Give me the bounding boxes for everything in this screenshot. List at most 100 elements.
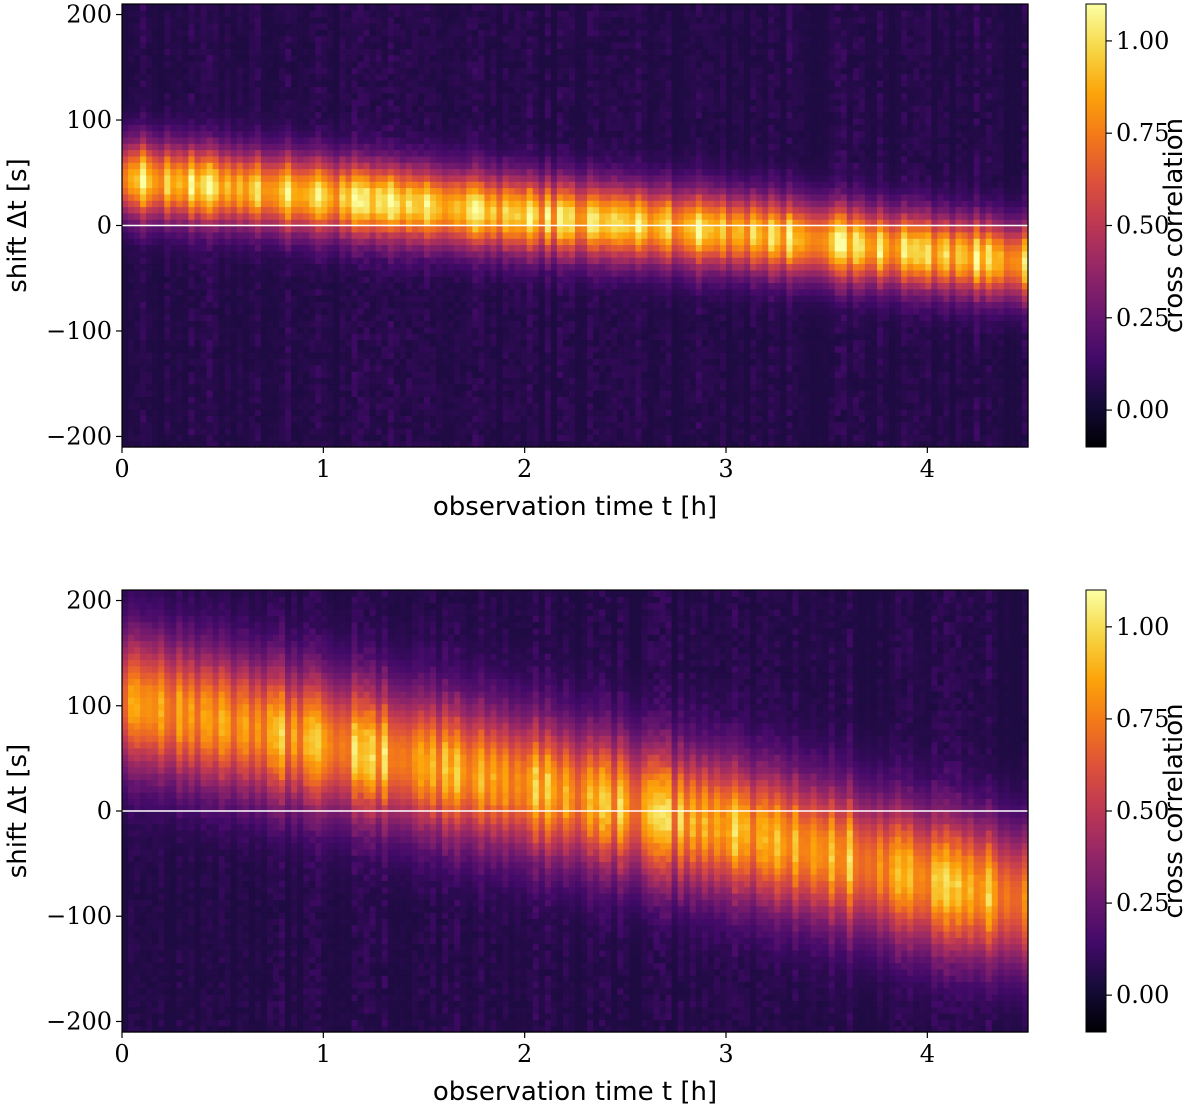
heatmap-cell: [496, 403, 503, 410]
heatmap-cell: [509, 150, 516, 157]
heatmap-cell: [231, 48, 238, 55]
heatmap-cell: [315, 390, 322, 397]
heatmap-cell: [321, 282, 328, 289]
heatmap-cell: [352, 371, 359, 378]
heatmap-cell: [128, 263, 135, 270]
heatmap-cell: [285, 80, 292, 87]
heatmap-cell: [327, 55, 334, 62]
heatmap-cell: [418, 396, 425, 403]
heatmap-cell: [442, 131, 449, 138]
heatmap-cell: [376, 124, 383, 131]
heatmap-cell: [472, 434, 479, 441]
heatmap-cell: [201, 314, 208, 321]
heatmap-cell: [188, 422, 195, 429]
heatmap-cell: [303, 409, 310, 416]
heatmap-cell: [527, 263, 534, 270]
heatmap-cell: [430, 48, 437, 55]
heatmap-cell: [315, 112, 322, 119]
heatmap-cell: [478, 55, 485, 62]
heatmap-cell: [273, 295, 280, 302]
heatmap-cell: [201, 169, 208, 176]
heatmap-cell: [484, 390, 491, 397]
heatmap-cell: [237, 434, 244, 441]
heatmap-cell: [152, 333, 159, 340]
heatmap-cell: [484, 67, 491, 74]
heatmap-cell: [243, 396, 250, 403]
heatmap-cell: [352, 207, 359, 214]
heatmap-cell: [273, 194, 280, 201]
heatmap-cell: [424, 143, 431, 150]
heatmap-cell: [128, 118, 135, 125]
heatmap-cell: [339, 232, 346, 239]
heatmap-cell: [345, 295, 352, 302]
heatmap-cell: [285, 23, 292, 30]
heatmap-cell: [442, 213, 449, 220]
heatmap-cell: [539, 308, 546, 315]
heatmap-cell: [146, 415, 153, 422]
heatmap-cell: [364, 327, 371, 334]
heatmap-cell: [225, 93, 232, 100]
heatmap-cell: [466, 377, 473, 384]
heatmap-cell: [382, 156, 389, 163]
heatmap-cell: [418, 17, 425, 24]
heatmap-cell: [333, 61, 340, 68]
heatmap-cell: [146, 162, 153, 169]
heatmap-cell: [255, 263, 262, 270]
heatmap-cell: [194, 17, 201, 24]
heatmap-cell: [207, 346, 214, 353]
heatmap-cell: [521, 263, 528, 270]
heatmap-cell: [164, 320, 171, 327]
heatmap-cell: [315, 415, 322, 422]
heatmap-cell: [478, 105, 485, 112]
heatmap-cell: [140, 93, 147, 100]
heatmap-cell: [219, 29, 226, 36]
heatmap-cell: [122, 365, 129, 372]
heatmap-cell: [261, 314, 268, 321]
heatmap-cell: [376, 232, 383, 239]
heatmap-cell: [352, 257, 359, 264]
heatmap-cell: [285, 86, 292, 93]
heatmap-cell: [291, 257, 298, 264]
heatmap-cell: [358, 175, 365, 182]
heatmap-cell: [243, 23, 250, 30]
heatmap-cell: [309, 358, 316, 365]
heatmap-cell: [219, 308, 226, 315]
heatmap-cell: [503, 415, 510, 422]
heatmap-cell: [424, 10, 431, 17]
heatmap-cell: [237, 276, 244, 283]
heatmap-cell: [225, 358, 232, 365]
heatmap-cell: [231, 422, 238, 429]
heatmap-cell: [128, 194, 135, 201]
heatmap-cell: [376, 188, 383, 195]
heatmap-cell: [321, 181, 328, 188]
heatmap-cell: [267, 434, 274, 441]
heatmap-cell: [285, 403, 292, 410]
heatmap-cell: [466, 29, 473, 36]
heatmap-cell: [327, 422, 334, 429]
heatmap-cell: [176, 238, 183, 245]
heatmap-cell: [436, 67, 443, 74]
heatmap-cell: [267, 200, 274, 207]
heatmap-cell: [424, 339, 431, 346]
heatmap-cell: [213, 333, 220, 340]
heatmap-cell: [358, 371, 365, 378]
heatmap-cell: [533, 42, 540, 49]
heatmap-cell: [279, 118, 286, 125]
heatmap-cell: [442, 48, 449, 55]
heatmap-cell: [503, 99, 510, 106]
heatmap-cell: [333, 118, 340, 125]
heatmap-cell: [370, 339, 377, 346]
heatmap-cell: [128, 86, 135, 93]
heatmap-cell: [376, 251, 383, 258]
heatmap-cell: [412, 74, 419, 81]
heatmap-cell: [255, 23, 262, 30]
heatmap-cell: [176, 42, 183, 49]
heatmap-cell: [339, 80, 346, 87]
heatmap-cell: [382, 346, 389, 353]
heatmap-cell: [466, 422, 473, 429]
heatmap-cell: [484, 105, 491, 112]
heatmap-cell: [382, 263, 389, 270]
heatmap-cell: [382, 23, 389, 30]
heatmap-cell: [243, 282, 250, 289]
heatmap-cell: [454, 194, 461, 201]
